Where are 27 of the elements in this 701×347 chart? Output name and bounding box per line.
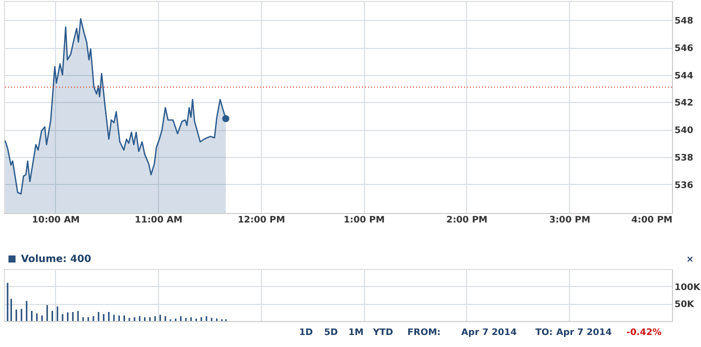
x-tick-label: 4:00 PM [631,216,673,226]
text: × [686,255,694,265]
text: YTD [372,328,394,338]
y-tick-label: 542 [674,98,694,109]
y-tick-label: 548 [674,16,694,27]
y-tick-label: 536 [674,180,694,191]
text: 1D [299,328,313,338]
text: Apr 7 2014 [556,328,612,338]
y-tick-label: 50K [674,300,696,310]
y-tick-label: 540 [674,126,694,136]
y-tick-label: 546 [674,44,694,54]
x-tick-label: 11:00 AM [134,216,183,226]
text: -0.42% [626,328,662,338]
legend-label: Volume: 400 [21,254,92,265]
x-tick-label: 3:00 PM [549,216,590,226]
x-tick-label: 1:00 PM [344,216,385,226]
text: Apr 7 2014 [461,328,517,338]
text: FROM: [407,328,441,338]
x-tick-label: 12:00 PM [238,216,286,226]
text: 5D [324,328,338,338]
text: 1M [348,328,364,338]
x-tick-label: 2:00 PM [446,216,488,226]
y-tick-label: 544 [674,71,694,82]
y-tick-label: 100K [674,282,701,293]
text: TO: [535,328,553,338]
y-tick-label: 538 [674,153,694,164]
x-tick-label: 10:00 AM [32,216,80,226]
